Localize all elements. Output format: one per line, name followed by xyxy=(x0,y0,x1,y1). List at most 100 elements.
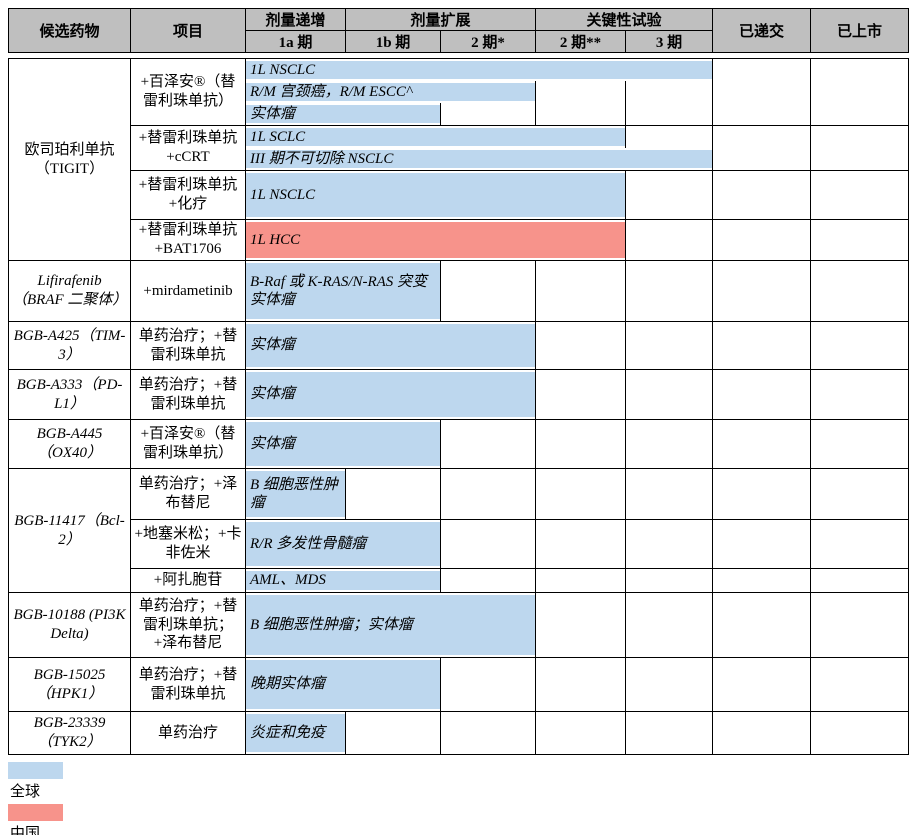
empty-cell xyxy=(810,369,910,420)
legend-swatch-global-icon xyxy=(8,762,63,779)
trial-bar-cell: 1L HCC xyxy=(245,219,626,261)
legend-label-global: 全球 xyxy=(10,784,41,800)
empty-cell xyxy=(625,321,714,370)
legend-label-china: 中国 xyxy=(10,826,41,835)
col-header-phase-2b: 2 期** xyxy=(535,30,627,53)
project-cell: 单药治疗；+替雷利珠单抗；+泽布替尼 xyxy=(130,592,246,658)
project-cell: 单药治疗；+替雷利珠单抗 xyxy=(130,369,246,420)
empty-cell xyxy=(625,568,714,593)
trial-bar: 实体瘤 xyxy=(246,105,440,123)
empty-cell xyxy=(712,219,812,261)
trial-bar: AML、MDS xyxy=(246,571,440,590)
empty-cell xyxy=(625,592,714,658)
pipeline-header-table: 候选药物 项目 剂量递增 剂量扩展 关键性试验 已递交 已上市 1a 期 1b … xyxy=(8,8,910,53)
trial-bar-cell: 实体瘤 xyxy=(245,419,441,469)
empty-cell xyxy=(810,657,910,712)
empty-cell xyxy=(345,468,441,520)
empty-cell xyxy=(535,419,626,469)
col-header-candidate-drug: 候选药物 xyxy=(8,8,131,53)
project-cell: 单药治疗；+替雷利珠单抗 xyxy=(130,657,246,712)
trial-bar-cell: 1L SCLC xyxy=(245,125,626,148)
empty-cell xyxy=(810,419,910,469)
empty-cell xyxy=(440,657,536,712)
col-header-dose-expansion: 剂量扩展 xyxy=(344,8,537,31)
trial-bar: 1L HCC xyxy=(246,222,625,258)
empty-cell xyxy=(712,260,812,322)
trial-bar-cell: AML、MDS xyxy=(245,568,441,593)
trial-bar: III 期不可切除 NSCLC xyxy=(246,150,713,168)
empty-cell xyxy=(535,657,626,712)
empty-cell xyxy=(535,468,626,520)
project-cell: +百泽安®（替雷利珠单抗） xyxy=(130,58,246,126)
col-header-submitted: 已递交 xyxy=(712,8,812,53)
empty-cell xyxy=(810,592,910,658)
project-cell: 单药治疗；+泽布替尼 xyxy=(130,468,246,520)
empty-cell xyxy=(810,711,910,755)
empty-cell xyxy=(712,592,812,658)
trial-bar: 实体瘤 xyxy=(246,422,440,466)
col-header-phase-2: 2 期* xyxy=(439,30,537,53)
trial-bar-cell: 晚期实体瘤 xyxy=(245,657,441,712)
trial-bar: 1L SCLC xyxy=(246,128,625,146)
empty-cell xyxy=(440,419,536,469)
empty-cell xyxy=(535,369,626,420)
project-cell: +地塞米松；+卡非佐米 xyxy=(130,519,246,569)
trial-bar-cell: B-Raf 或 K-RAS/N-RAS 突变实体瘤 xyxy=(245,260,441,322)
trial-bar-cell: 1L NSCLC xyxy=(245,170,626,220)
empty-cell xyxy=(440,103,536,126)
trial-bar-cell: III 期不可切除 NSCLC xyxy=(245,148,714,171)
empty-cell xyxy=(712,711,812,755)
trial-bar-cell: R/M 宫颈癌，R/M ESCC^ xyxy=(245,81,536,103)
empty-cell xyxy=(440,260,536,322)
empty-cell xyxy=(625,219,714,261)
empty-cell xyxy=(810,58,910,126)
empty-cell xyxy=(625,369,714,420)
project-cell: +替雷利珠单抗+BAT1706 xyxy=(130,219,246,261)
empty-cell xyxy=(810,468,910,520)
project-cell: +百泽安®（替雷利珠单抗） xyxy=(130,419,246,469)
empty-cell xyxy=(625,519,714,569)
drug-name-cell: BGB-A425（TIM-3） xyxy=(8,321,131,370)
drug-name-cell: BGB-15025（HPK1） xyxy=(8,657,131,712)
empty-cell xyxy=(625,170,714,220)
empty-cell xyxy=(440,568,536,593)
trial-bar: 晚期实体瘤 xyxy=(246,660,440,709)
empty-cell xyxy=(625,81,714,126)
col-header-dose-escalation: 剂量递增 xyxy=(245,8,346,31)
empty-cell xyxy=(712,568,812,593)
trial-bar-cell: 实体瘤 xyxy=(245,369,536,420)
empty-cell xyxy=(625,711,714,755)
trial-bar: 炎症和免疫 xyxy=(246,714,345,752)
trial-bar: 1L NSCLC xyxy=(246,173,625,217)
trial-bar: R/R 多发性骨髓瘤 xyxy=(246,522,440,566)
empty-cell xyxy=(625,419,714,469)
drug-name-cell: BGB-11417（Bcl-2） xyxy=(8,468,131,593)
trial-bar-cell: 实体瘤 xyxy=(245,103,441,126)
empty-cell xyxy=(712,369,812,420)
col-header-marketed: 已上市 xyxy=(810,8,910,53)
empty-cell xyxy=(712,657,812,712)
empty-cell xyxy=(535,321,626,370)
col-header-project: 项目 xyxy=(130,8,246,53)
empty-cell xyxy=(440,519,536,569)
empty-cell xyxy=(535,592,626,658)
trial-bar: R/M 宫颈癌，R/M ESCC^ xyxy=(246,83,535,101)
empty-cell xyxy=(712,468,812,520)
empty-cell xyxy=(712,321,812,370)
project-cell: 单药治疗；+替雷利珠单抗 xyxy=(130,321,246,370)
project-cell: +阿扎胞苷 xyxy=(130,568,246,593)
trial-bar-cell: 实体瘤 xyxy=(245,321,536,370)
legend-item-china: 中国 xyxy=(8,804,918,835)
trial-bar-cell: 1L NSCLC xyxy=(245,58,714,81)
drug-name-cell: BGB-A333（PD-L1） xyxy=(8,369,131,420)
empty-cell xyxy=(712,170,812,220)
empty-cell xyxy=(535,519,626,569)
empty-cell xyxy=(810,519,910,569)
empty-cell xyxy=(712,58,812,126)
empty-cell xyxy=(625,468,714,520)
trial-bar: 实体瘤 xyxy=(246,372,535,417)
legend: 全球 中国 xyxy=(8,762,918,835)
legend-item-global: 全球 xyxy=(8,762,918,801)
empty-cell xyxy=(712,519,812,569)
project-cell: 单药治疗 xyxy=(130,711,246,755)
